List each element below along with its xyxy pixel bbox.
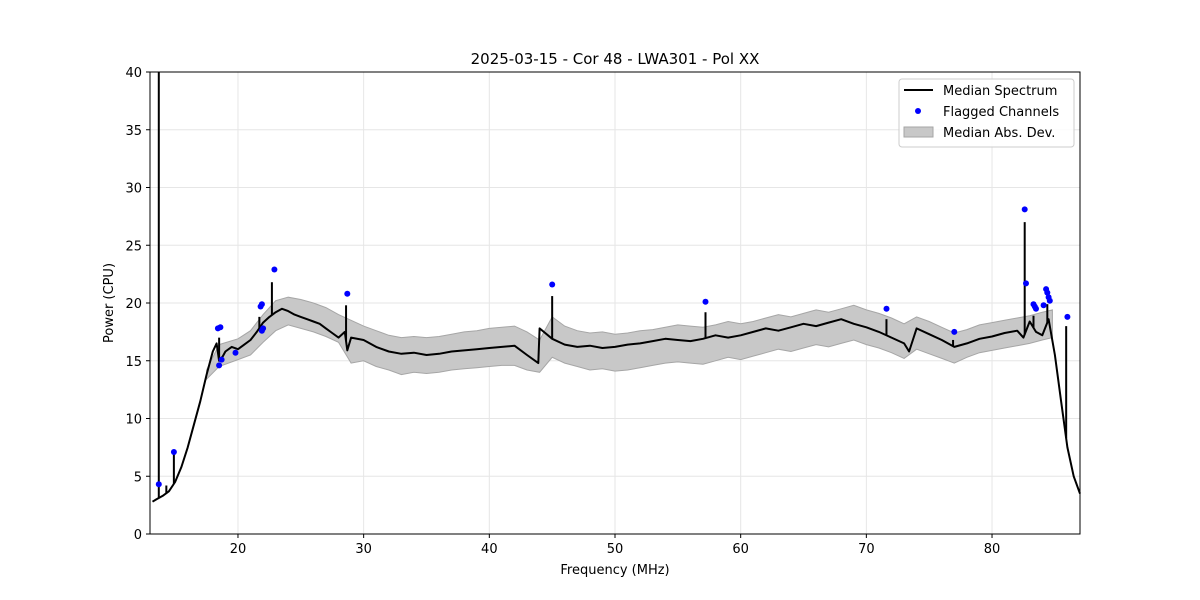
flagged-channel-point <box>216 362 223 369</box>
flagged-channel-point <box>1021 206 1028 213</box>
legend-flagged-label: Flagged Channels <box>943 105 1059 120</box>
flagged-channel-point <box>155 481 162 488</box>
y-axis: 0 5 10 15 20 25 30 35 40 <box>125 66 150 543</box>
y-tick-label: 20 <box>125 297 142 312</box>
median-spectrum-line <box>151 307 1081 503</box>
flagged-points-layer <box>155 206 1071 488</box>
flagged-channel-point <box>1040 302 1047 309</box>
flagged-channel-point <box>1033 305 1039 312</box>
flagged-channel-point <box>1023 280 1029 287</box>
legend-mad-label: Median Abs. Dev. <box>943 126 1055 141</box>
flagged-channel-point <box>951 328 958 335</box>
flagged-channel-point <box>1064 313 1071 320</box>
flagged-channel-point <box>549 281 556 288</box>
y-tick-label: 0 <box>134 528 142 543</box>
flagged-channel-point <box>170 449 177 455</box>
legend-median-label: Median Spectrum <box>943 84 1057 99</box>
y-tick-label: 40 <box>125 66 142 81</box>
x-tick-label: 30 <box>355 542 372 557</box>
mad-band-layer <box>206 296 1053 381</box>
flagged-channel-point <box>232 349 239 356</box>
y-tick-label: 35 <box>125 124 142 139</box>
flagged-channel-point <box>1046 297 1053 304</box>
flagged-channel-point <box>218 356 225 363</box>
chart-title: 2025-03-15 - Cor 48 - LWA301 - Pol XX <box>471 50 760 68</box>
y-axis-label: Power (CPU) <box>102 263 117 343</box>
x-tick-label: 70 <box>858 542 875 557</box>
x-axis-label: Frequency (MHz) <box>560 563 669 578</box>
flagged-channel-point <box>217 324 224 331</box>
flagged-channel-point <box>702 298 709 305</box>
y-tick-label: 30 <box>125 182 142 197</box>
legend-mad-swatch <box>903 126 934 138</box>
legend-box <box>898 78 1075 148</box>
flagged-channel-point <box>344 290 351 297</box>
mad-band <box>206 296 1053 381</box>
spike-layer <box>157 72 1068 498</box>
y-tick-label: 5 <box>134 470 142 485</box>
x-tick-label: 20 <box>230 542 247 557</box>
median-line-layer <box>151 307 1081 503</box>
legend-flagged-swatch <box>915 108 921 114</box>
flagged-channel-point <box>258 301 265 308</box>
flagged-channel-point <box>271 266 278 273</box>
y-tick-label: 10 <box>125 413 142 428</box>
x-axis: 20 30 40 50 60 70 80 <box>230 534 1001 557</box>
flagged-channel-point <box>1044 289 1051 296</box>
x-tick-label: 80 <box>984 542 1001 557</box>
y-tick-label: 25 <box>125 239 142 254</box>
x-tick-label: 40 <box>481 542 498 557</box>
flagged-channel-point <box>883 305 890 312</box>
x-tick-label: 50 <box>607 542 624 557</box>
y-tick-label: 15 <box>125 355 142 370</box>
x-tick-label: 60 <box>732 542 749 557</box>
legend: Median Spectrum Flagged Channels Median … <box>898 78 1075 148</box>
flagged-channel-point <box>260 325 267 332</box>
